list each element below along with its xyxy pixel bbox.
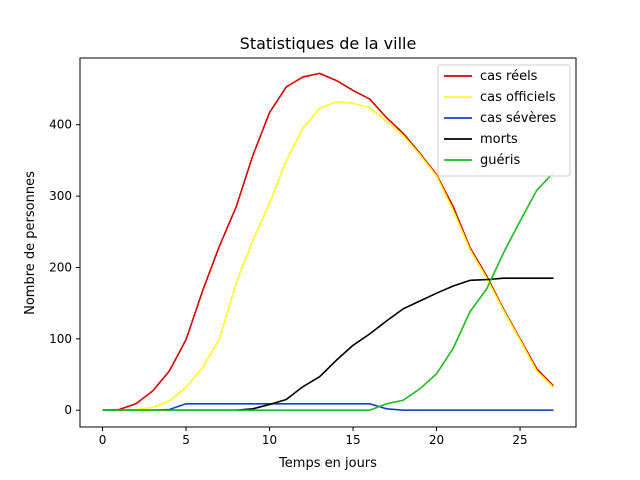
- plot-lines: [102, 72, 555, 412]
- y-tick-label: 400: [49, 118, 72, 132]
- series-line-0: [102, 72, 555, 412]
- legend-label: cas réels: [480, 69, 538, 84]
- legend: cas réels cas officiels cas sévères morts gu…: [437, 64, 571, 177]
- legend-box: [437, 64, 571, 177]
- x-axis-ticks: 0 5 10 15 20 25: [99, 427, 528, 447]
- y-tick-label: 100: [49, 332, 72, 346]
- y-tick-label: 200: [49, 260, 72, 274]
- series-line-2: [102, 402, 554, 412]
- x-tick-label: 0: [99, 433, 107, 447]
- legend-label: morts: [480, 132, 518, 147]
- legend-label: cas officiels: [480, 90, 556, 105]
- plot-frame: [79, 57, 577, 428]
- series-line-4: [102, 172, 555, 412]
- x-tick-label: 25: [512, 433, 527, 447]
- y-tick-label: 0: [64, 403, 72, 417]
- chart-title: Statistiques de la ville: [240, 34, 417, 53]
- y-tick-label: 300: [49, 189, 72, 203]
- x-tick-label: 20: [429, 433, 444, 447]
- x-tick-label: 10: [262, 433, 277, 447]
- series-line-1: [102, 101, 555, 412]
- legend-label: guéris: [480, 153, 520, 168]
- y-axis-ticks: 0 100 200 300 400: [49, 118, 80, 417]
- legend-label: cas sévères: [480, 111, 557, 126]
- y-axis-label: Nombre de personnes: [23, 171, 38, 315]
- x-axis-label: Temps en jours: [278, 456, 377, 471]
- x-tick-label: 5: [182, 433, 190, 447]
- x-tick-label: 15: [345, 433, 360, 447]
